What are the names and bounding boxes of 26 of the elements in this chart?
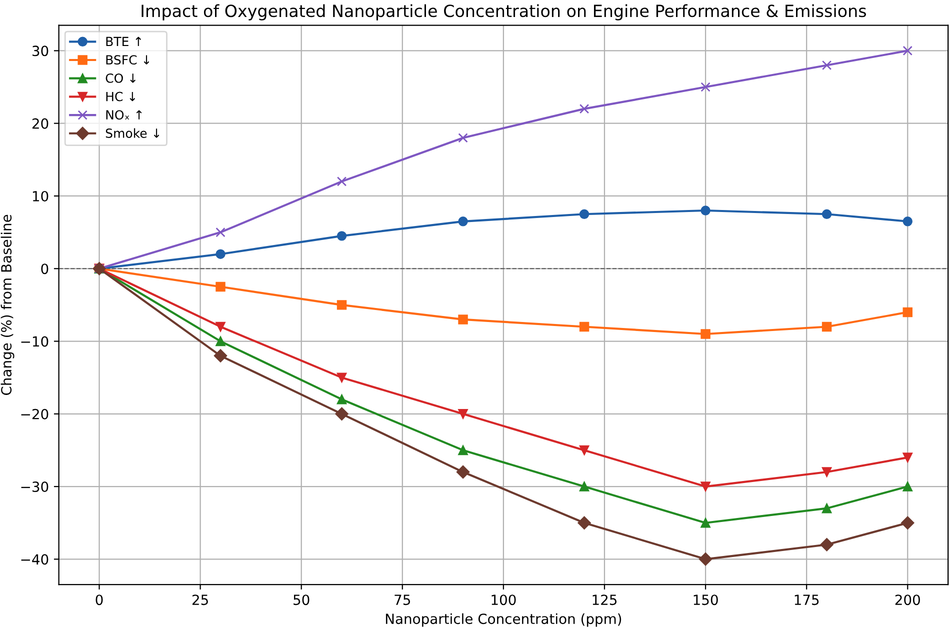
x-tick-label: 0: [96, 594, 103, 606]
chart-title: Impact of Oxygenated Nanoparticle Concentration on Engine Performance & Emissions: [142, 4, 866, 20]
y-tick-label: −20: [21, 408, 48, 420]
x-tick-label: 25: [192, 594, 208, 606]
y-tick-label: 10: [32, 190, 48, 202]
y-tick-label: −40: [21, 554, 48, 565]
x-tick-label: 150: [694, 594, 718, 606]
legend-label: NOₓ ↑: [106, 110, 142, 120]
legend-label: CO ↓: [106, 73, 136, 83]
legend-label: Smoke ↓: [106, 128, 160, 138]
x-tick-label: 100: [492, 594, 516, 606]
x-tick-label: 50: [294, 594, 310, 606]
x-tick-label: 200: [895, 594, 920, 606]
x-tick-label: 175: [794, 594, 819, 606]
x-tick-label: 125: [592, 594, 617, 606]
y-tick-label: −30: [21, 482, 48, 492]
x-axis-title: Nanoparticle Concentration (ppm): [386, 613, 622, 627]
y-axis-title: Change (%) from Baseline: [0, 214, 14, 395]
y-tick-label: 0: [41, 264, 48, 274]
legend-label: BSFC ↓: [106, 55, 150, 65]
y-tick-label: 20: [32, 118, 48, 129]
legend-label: HC ↓: [106, 92, 136, 102]
y-tick-label: −10: [21, 336, 48, 347]
x-tick-label: 75: [394, 594, 410, 606]
y-tick-label: 30: [32, 46, 48, 56]
legend-label: BTE ↑: [106, 36, 142, 46]
